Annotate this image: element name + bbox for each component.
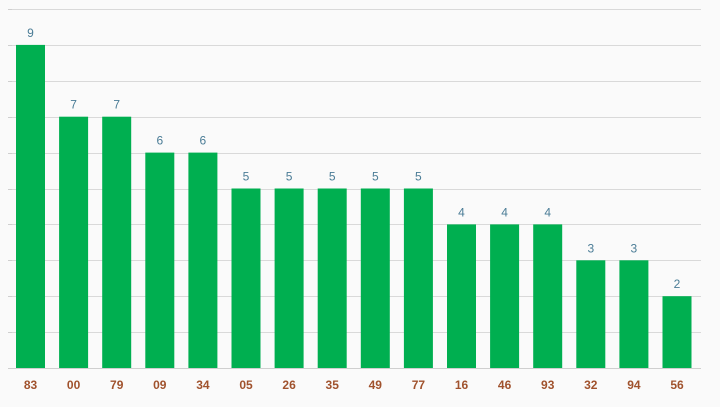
value-label-79: 7 bbox=[113, 98, 120, 112]
category-label-16: 16 bbox=[455, 378, 469, 392]
category-label-00: 00 bbox=[67, 378, 81, 392]
value-label-35: 5 bbox=[329, 170, 336, 184]
bars bbox=[16, 44, 692, 369]
bar-56 bbox=[662, 296, 692, 368]
category-label-46: 46 bbox=[498, 378, 512, 392]
value-label-93: 4 bbox=[544, 205, 551, 219]
value-label-94: 3 bbox=[631, 241, 638, 255]
value-label-26: 5 bbox=[286, 170, 293, 184]
bar-79 bbox=[102, 116, 132, 368]
value-label-77: 5 bbox=[415, 170, 422, 184]
value-label-49: 5 bbox=[372, 170, 379, 184]
value-label-83: 9 bbox=[27, 26, 34, 40]
value-label-46: 4 bbox=[501, 205, 508, 219]
value-label-34: 6 bbox=[200, 134, 207, 148]
bar-77 bbox=[403, 188, 433, 368]
category-label-26: 26 bbox=[282, 378, 296, 392]
category-labels: 83 00 79 09 34 05 26 35 49 77 16 46 93 32 94 56 bbox=[24, 378, 684, 392]
value-label-56: 2 bbox=[674, 277, 681, 291]
value-label-09: 6 bbox=[156, 134, 163, 148]
bar-35 bbox=[317, 188, 347, 368]
bar-93 bbox=[533, 224, 563, 368]
bar-00 bbox=[59, 116, 89, 368]
bar-94 bbox=[619, 260, 649, 368]
value-labels: 9 7 7 6 6 5 5 5 5 5 4 4 4 3 3 2 bbox=[27, 26, 681, 291]
category-label-93: 93 bbox=[541, 378, 555, 392]
bar-16 bbox=[447, 224, 476, 368]
category-label-56: 56 bbox=[670, 378, 684, 392]
category-label-79: 79 bbox=[110, 378, 124, 392]
category-label-35: 35 bbox=[326, 378, 340, 392]
value-label-00: 7 bbox=[70, 98, 77, 112]
category-label-49: 49 bbox=[369, 378, 383, 392]
bar-34 bbox=[188, 152, 218, 368]
category-label-32: 32 bbox=[584, 378, 598, 392]
bar-83 bbox=[16, 44, 45, 369]
category-label-05: 05 bbox=[239, 378, 253, 392]
bar-49 bbox=[360, 188, 390, 368]
bar-46 bbox=[490, 224, 520, 368]
value-label-16: 4 bbox=[458, 205, 465, 219]
value-label-32: 3 bbox=[587, 241, 594, 255]
category-label-34: 34 bbox=[196, 378, 210, 392]
category-label-77: 77 bbox=[412, 378, 426, 392]
category-label-09: 09 bbox=[153, 378, 167, 392]
bar-32 bbox=[576, 260, 606, 368]
bar-05 bbox=[231, 188, 261, 368]
category-label-94: 94 bbox=[627, 378, 641, 392]
bar-26 bbox=[274, 188, 304, 368]
bar-09 bbox=[145, 152, 175, 368]
value-label-05: 5 bbox=[243, 170, 250, 184]
category-label-83: 83 bbox=[24, 378, 38, 392]
